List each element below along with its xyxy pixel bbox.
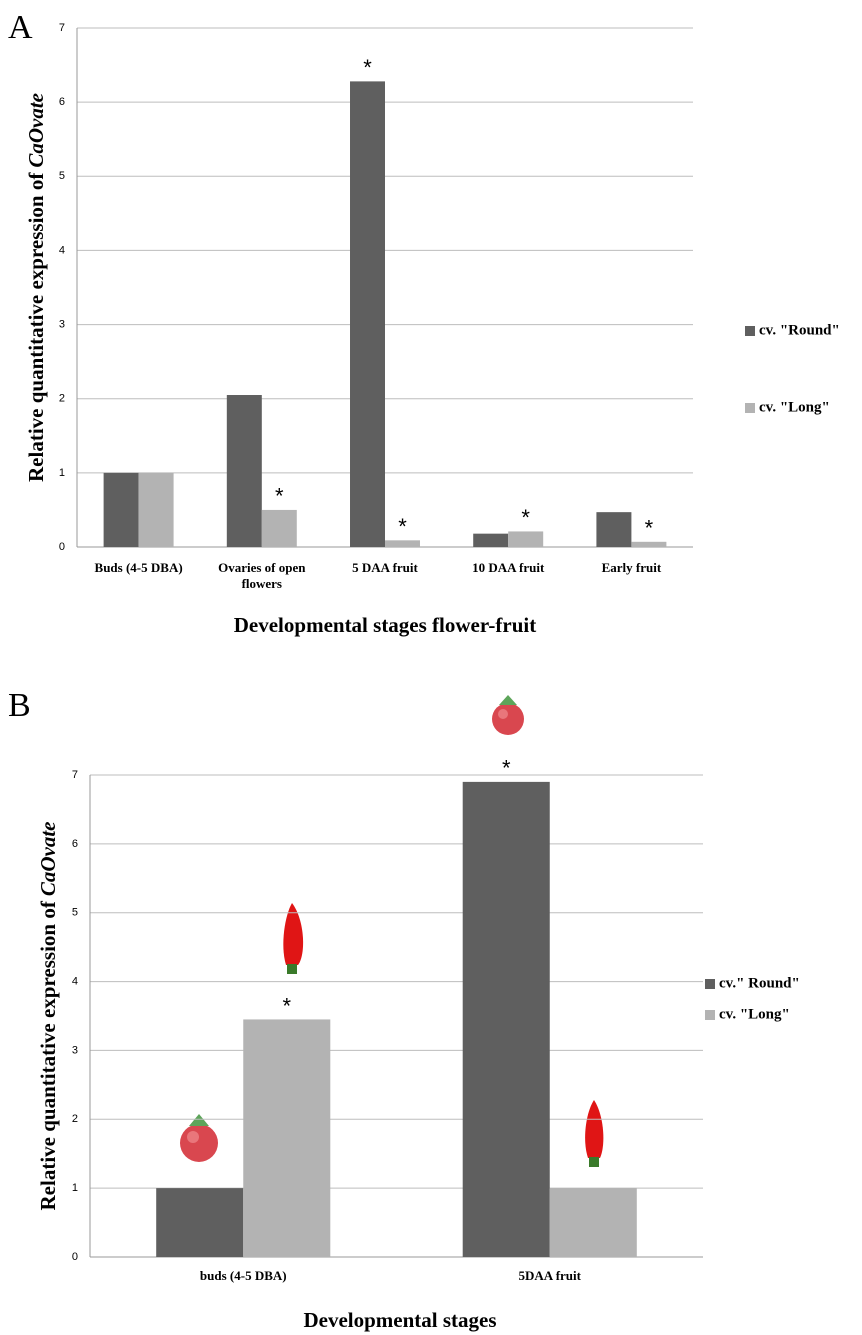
significance-marker: * bbox=[502, 756, 511, 781]
y-axis-title-gene: CaOvate bbox=[36, 822, 60, 897]
x-tick-label-box: 5DAA fruit bbox=[518, 1268, 581, 1283]
y-tick-label: 2 bbox=[72, 1113, 78, 1125]
y-tick-label: 7 bbox=[59, 22, 65, 34]
x-tick-label-box: Buds (4-5 DBA) bbox=[94, 560, 183, 575]
bar bbox=[261, 509, 297, 547]
bar bbox=[385, 540, 420, 547]
y-tick-label: 5 bbox=[59, 170, 65, 182]
y-tick-label: 0 bbox=[59, 541, 65, 553]
bar bbox=[243, 1019, 331, 1257]
legend-label: cv. "Round" bbox=[759, 322, 840, 338]
long-pepper-icon bbox=[585, 1100, 604, 1167]
long-pepper-icon bbox=[283, 903, 304, 974]
bar bbox=[473, 533, 509, 547]
x-tick-label: 5 DAA fruit bbox=[352, 560, 418, 575]
x-axis-title: Developmental stages bbox=[303, 1308, 496, 1332]
bar bbox=[596, 512, 632, 547]
significance-marker: * bbox=[363, 55, 372, 80]
bar bbox=[103, 472, 139, 547]
panel-label: B bbox=[8, 687, 31, 724]
x-tick-label: buds (4-5 DBA) bbox=[199, 1268, 287, 1283]
bar bbox=[156, 1188, 244, 1257]
x-tick-label-box: Ovaries of open flowers bbox=[218, 560, 306, 591]
legend-label: cv. "Long" bbox=[759, 399, 830, 415]
bar bbox=[350, 81, 385, 547]
round-pepper-icon bbox=[180, 1114, 218, 1162]
y-tick-label: 0 bbox=[72, 1251, 78, 1263]
x-tick-label: Buds (4-5 DBA) bbox=[94, 560, 183, 575]
y-tick-label: 1 bbox=[72, 1182, 78, 1194]
x-tick-label-box: buds (4-5 DBA) bbox=[199, 1268, 287, 1283]
y-tick-label: 6 bbox=[59, 96, 65, 108]
x-tick-label: Early fruit bbox=[601, 560, 662, 575]
bar bbox=[508, 531, 544, 547]
y-tick-label: 1 bbox=[59, 467, 65, 479]
x-tick-label: 5DAA fruit bbox=[518, 1268, 581, 1283]
x-tick-label-box: 5 DAA fruit bbox=[352, 560, 418, 575]
y-tick-label: 4 bbox=[59, 244, 65, 256]
y-tick-label: 3 bbox=[59, 318, 65, 330]
y-axis-title-text: Relative quantitative expression of bbox=[24, 172, 48, 482]
y-axis-title: Relative quantitative expression of CaOva… bbox=[24, 93, 48, 482]
x-tick-label: Ovaries of open flowers bbox=[218, 560, 306, 591]
y-tick-label: 5 bbox=[72, 907, 78, 919]
significance-marker: * bbox=[282, 993, 291, 1018]
y-axis-title-text: Relative quantitative expression of bbox=[36, 900, 60, 1210]
y-axis-title: Relative quantitative expression of CaOva… bbox=[36, 822, 60, 1211]
significance-marker: * bbox=[275, 484, 284, 509]
y-tick-label: 6 bbox=[72, 838, 78, 850]
significance-marker: * bbox=[398, 514, 407, 539]
x-tick-label-box: Early fruit bbox=[601, 560, 662, 575]
bar bbox=[138, 472, 174, 547]
y-tick-label: 4 bbox=[72, 975, 78, 987]
y-tick-label: 2 bbox=[59, 393, 65, 405]
bar bbox=[549, 1188, 637, 1257]
bar bbox=[631, 541, 667, 547]
significance-marker: * bbox=[521, 505, 530, 530]
bar bbox=[462, 781, 550, 1257]
round-pepper-icon bbox=[492, 695, 524, 735]
legend-swatch bbox=[705, 979, 715, 989]
legend-swatch bbox=[705, 1010, 715, 1020]
panel-label: A bbox=[8, 9, 33, 46]
legend-label: cv. "Long" bbox=[719, 1006, 790, 1022]
x-tick-label: 10 DAA fruit bbox=[472, 560, 545, 575]
y-axis-title-gene: CaOvate bbox=[24, 93, 48, 168]
significance-marker: * bbox=[645, 516, 654, 541]
x-tick-label-box: 10 DAA fruit bbox=[472, 560, 545, 575]
y-tick-label: 7 bbox=[72, 769, 78, 781]
x-axis-title: Developmental stages flower-fruit bbox=[234, 613, 536, 637]
legend-label: cv." Round" bbox=[719, 975, 800, 991]
legend-swatch bbox=[745, 326, 755, 336]
y-tick-label: 3 bbox=[72, 1044, 78, 1056]
bar bbox=[226, 395, 262, 547]
legend-swatch bbox=[745, 403, 755, 413]
